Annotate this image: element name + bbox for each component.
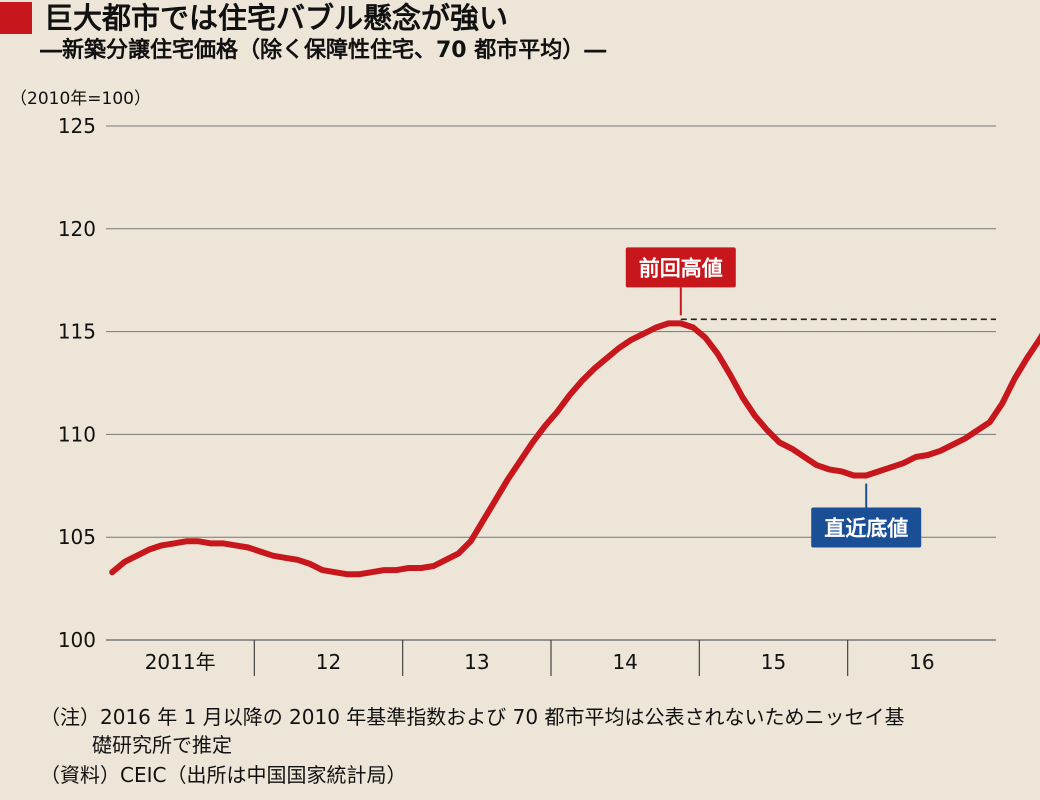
y-tick-label-105: 105 bbox=[58, 525, 96, 549]
y-tick-label-120: 120 bbox=[58, 217, 96, 241]
y-tick-label-125: 125 bbox=[58, 114, 96, 138]
axis-layer: 100 105 110 115 120 125 2011年 12 13 14 15 16 bbox=[58, 114, 935, 676]
y-tick-label-100: 100 bbox=[58, 628, 96, 652]
x-tick-label-3: 14 bbox=[612, 650, 637, 674]
chart-subtitle: ―新築分譲住宅価格（除く保障性住宅、70 都市平均）― bbox=[40, 38, 607, 63]
x-tick-label-4: 15 bbox=[761, 650, 786, 674]
annotation-label-1: 直近底値 bbox=[824, 517, 908, 541]
y-tick-label-110: 110 bbox=[58, 422, 96, 446]
x-tick-label-1: 12 bbox=[316, 650, 341, 674]
chart-title: 巨大都市では住宅バブル懸念が強い bbox=[44, 1, 509, 35]
title-marker bbox=[0, 2, 32, 34]
series-line bbox=[109, 320, 1040, 578]
x-tick-label-0: 2011年 bbox=[145, 650, 216, 674]
series-layer bbox=[109, 320, 1040, 578]
grid-layer bbox=[106, 125, 996, 641]
annotation-label-0: 前回高値 bbox=[639, 256, 723, 280]
note-line-1: （注）2016 年 1 月以降の 2010 年基準指数および 70 都市平均は公… bbox=[40, 705, 905, 729]
y-tick-label-115: 115 bbox=[58, 320, 96, 344]
y-axis-unit-label: （2010年=100） bbox=[10, 89, 151, 109]
note-line-2: 礎研究所で推定 bbox=[92, 733, 232, 757]
x-tick-label-2: 13 bbox=[464, 650, 489, 674]
x-tick-label-5: 16 bbox=[909, 650, 934, 674]
annotation-box-1 bbox=[811, 507, 922, 548]
annotation-box-0 bbox=[625, 247, 736, 288]
source-note: （資料）CEIC（出所は中国国家統計局） bbox=[40, 763, 407, 787]
